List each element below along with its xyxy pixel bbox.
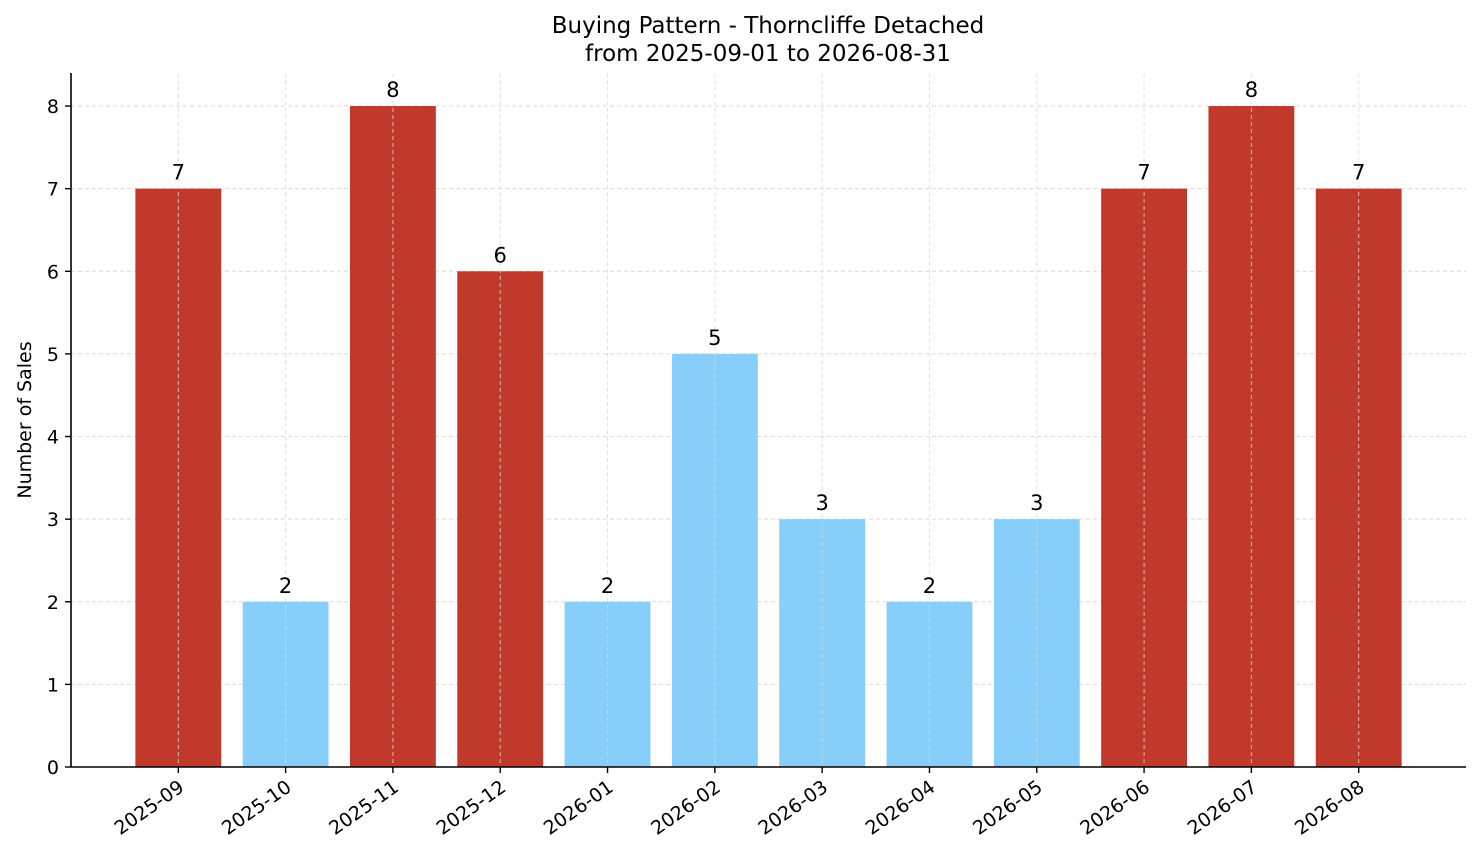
bar-value-label: 2 xyxy=(279,574,292,598)
bar-value-label: 6 xyxy=(494,243,507,267)
x-tick-label: 2025-09 xyxy=(111,776,189,840)
y-tick-label: 0 xyxy=(47,757,59,779)
bar-2026-06 xyxy=(1101,188,1187,767)
bar-value-label: 3 xyxy=(815,491,828,515)
y-axis-label: Number of Sales xyxy=(14,341,36,498)
bar-2026-07 xyxy=(1208,106,1295,768)
bar-value-label: 8 xyxy=(1245,78,1258,102)
bar-2026-08 xyxy=(1315,188,1402,767)
y-tick-label: 8 xyxy=(47,96,59,118)
x-tick-label: 2026-05 xyxy=(969,776,1047,840)
chart-title: Buying Pattern - Thorncliffe Detached xyxy=(552,13,985,39)
bar-value-labels: 7 2 8 6 2 5 3 2 3 7 8 7 xyxy=(172,78,1366,598)
bar-value-label: 7 xyxy=(1352,161,1365,185)
bar-value-label: 2 xyxy=(601,574,614,598)
x-tick-label: 2025-12 xyxy=(432,776,510,840)
bar-value-label: 7 xyxy=(1137,161,1150,185)
bar-2025-09 xyxy=(135,188,222,767)
x-tick-label: 2025-10 xyxy=(218,776,296,840)
bar-value-label: 8 xyxy=(386,78,399,102)
bar-2025-11 xyxy=(350,106,436,768)
y-tick-label: 2 xyxy=(47,592,59,614)
axes xyxy=(65,73,1466,773)
x-tick-label: 2026-01 xyxy=(540,776,618,840)
x-tick-label: 2026-04 xyxy=(862,776,940,840)
y-tick-label: 3 xyxy=(47,509,59,531)
bar-value-label: 5 xyxy=(708,326,721,350)
x-tick-label: 2026-06 xyxy=(1076,776,1154,840)
bar-value-label: 7 xyxy=(172,161,185,185)
bar-value-label: 2 xyxy=(923,574,936,598)
y-tick-label: 7 xyxy=(47,179,59,201)
y-tick-label: 1 xyxy=(47,674,59,696)
x-tick-label: 2026-07 xyxy=(1184,776,1262,840)
x-tick-label: 2026-03 xyxy=(754,776,832,840)
y-tick-label: 6 xyxy=(47,261,59,283)
x-tick-label: 2026-02 xyxy=(647,776,725,840)
x-tick-label: 2025-11 xyxy=(325,776,403,840)
bar-value-label: 3 xyxy=(1030,491,1043,515)
y-tick-label: 5 xyxy=(47,344,59,366)
chart-subtitle: from 2025-09-01 to 2026-08-31 xyxy=(585,41,951,67)
x-tick-label: 2026-08 xyxy=(1291,776,1369,840)
y-tick-label: 4 xyxy=(47,427,59,449)
